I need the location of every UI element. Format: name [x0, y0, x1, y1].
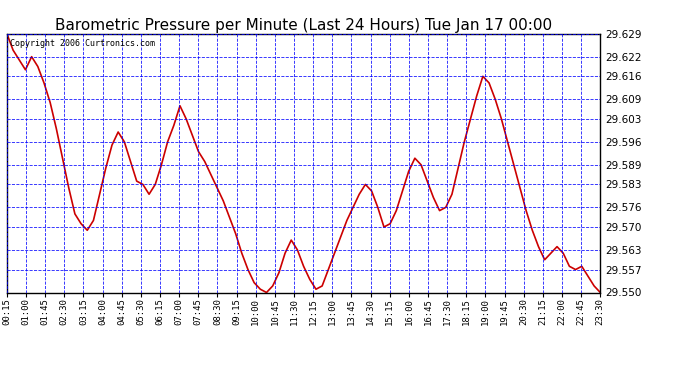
Text: Copyright 2006 Curtronics.com: Copyright 2006 Curtronics.com: [10, 39, 155, 48]
Title: Barometric Pressure per Minute (Last 24 Hours) Tue Jan 17 00:00: Barometric Pressure per Minute (Last 24 …: [55, 18, 552, 33]
